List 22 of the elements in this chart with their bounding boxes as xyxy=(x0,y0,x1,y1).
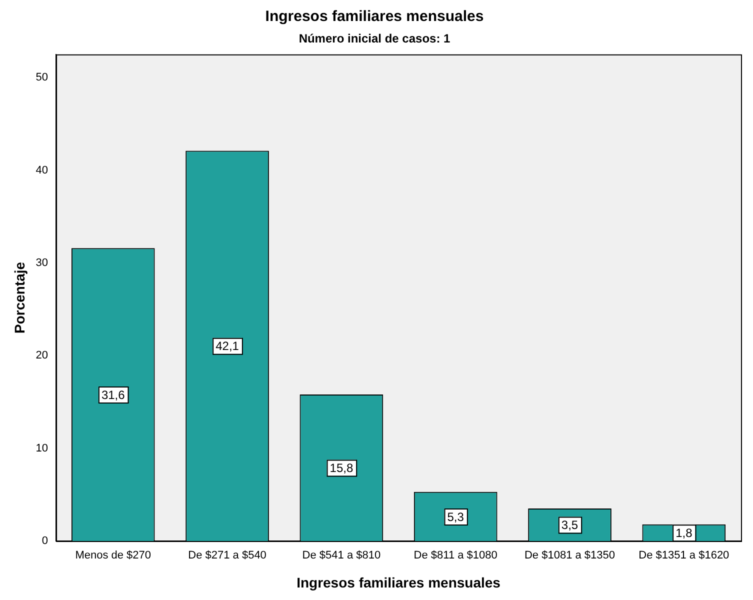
x-tick-label: De $1081 a $1350 xyxy=(524,550,616,562)
data-label: 1,8 xyxy=(676,526,693,540)
y-tick-label: 20 xyxy=(36,350,48,362)
data-label: 31,6 xyxy=(101,388,126,402)
y-tick-label: 0 xyxy=(42,535,48,548)
y-tick-label: 40 xyxy=(36,164,48,176)
chart-subtitle: Número inicial de casos: 1 xyxy=(298,32,451,46)
x-tick-label: De $271 a $540 xyxy=(188,550,266,562)
chart-title: Ingresos familiares mensuales xyxy=(265,8,484,26)
x-tick-label: De $811 a $1080 xyxy=(414,550,498,562)
data-label: 5,3 xyxy=(447,510,464,524)
y-tick-label: 50 xyxy=(36,72,48,84)
y-tick-label: 30 xyxy=(36,256,48,269)
y-axis-title: Porcentaje xyxy=(11,262,28,334)
x-tick-label: Menos de $270 xyxy=(75,550,152,562)
y-tick-label: 10 xyxy=(36,442,48,454)
x-axis-title: Ingresos familiares mensuales xyxy=(296,574,501,590)
data-label: 42,1 xyxy=(216,339,240,354)
x-tick-label: De $541 a $810 xyxy=(302,550,381,562)
data-label: 15,8 xyxy=(330,461,354,476)
data-label: 3,5 xyxy=(561,518,578,532)
x-tick-label: De $1351 a $1620 xyxy=(638,550,730,562)
